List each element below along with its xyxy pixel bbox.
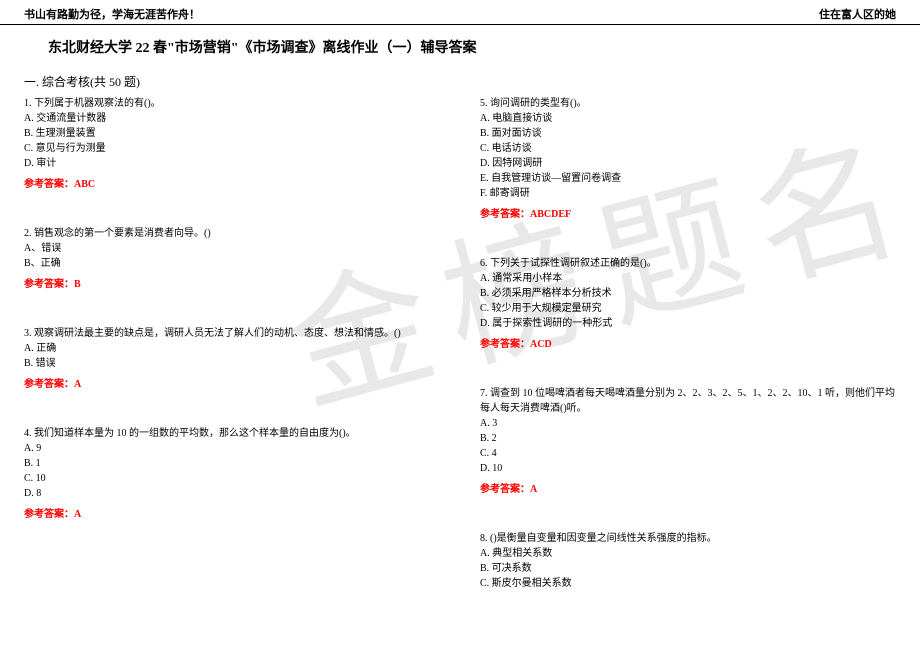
option: A. 典型相关系数	[480, 546, 896, 561]
answer-text: 参考答案：B	[24, 275, 440, 290]
answer-text: 参考答案：ABC	[24, 175, 440, 190]
question-block: 5. 询问调研的类型有()。 A. 电脑直接访谈 B. 面对面访谈 C. 电话访…	[480, 96, 896, 201]
question-block: 8. ()是衡量自变量和因变量之间线性关系强度的指标。 A. 典型相关系数 B.…	[480, 531, 896, 591]
option: B. 生理测量装置	[24, 126, 440, 141]
question-text: 1. 下列属于机器观察法的有()。	[24, 96, 440, 111]
option: A. 电脑直接访谈	[480, 111, 896, 126]
option: B. 面对面访谈	[480, 126, 896, 141]
option: D. 审计	[24, 156, 440, 171]
option: D. 因特网调研	[480, 156, 896, 171]
option: B. 2	[480, 431, 896, 446]
question-block: 1. 下列属于机器观察法的有()。 A. 交通流量计数器 B. 生理测量装置 C…	[24, 96, 440, 171]
question-text: 6. 下列关于试探性调研叙述正确的是()。	[480, 256, 896, 271]
option: A. 正确	[24, 341, 440, 356]
option: A. 9	[24, 441, 440, 456]
answer-text: 参考答案：A	[480, 480, 896, 495]
option: C. 意见与行为测量	[24, 141, 440, 156]
answer-text: 参考答案：ACD	[480, 335, 896, 350]
section-title: 一. 综合考核(共 50 题)	[0, 67, 920, 96]
option: B. 1	[24, 456, 440, 471]
option: D. 10	[480, 461, 896, 476]
left-column: 1. 下列属于机器观察法的有()。 A. 交通流量计数器 B. 生理测量装置 C…	[24, 96, 460, 595]
answer-text: 参考答案：A	[24, 375, 440, 390]
option: A. 交通流量计数器	[24, 111, 440, 126]
answer-text: 参考答案：A	[24, 505, 440, 520]
columns-container: 1. 下列属于机器观察法的有()。 A. 交通流量计数器 B. 生理测量装置 C…	[0, 96, 920, 595]
option: C. 斯皮尔曼相关系数	[480, 576, 896, 591]
question-block: 7. 调查到 10 位喝啤酒者每天喝啤酒量分别为 2、2、3、2、5、1、2、2…	[480, 386, 896, 476]
page-header: 书山有路勤为径，学海无涯苦作舟！ 住在富人区的她	[0, 0, 920, 25]
option: B. 可决系数	[480, 561, 896, 576]
option: A. 通常采用小样本	[480, 271, 896, 286]
option: F. 邮寄调研	[480, 186, 896, 201]
question-text: 4. 我们知道样本量为 10 的一组数的平均数，那么这个样本量的自由度为()。	[24, 426, 440, 441]
option: C. 10	[24, 471, 440, 486]
question-block: 4. 我们知道样本量为 10 的一组数的平均数，那么这个样本量的自由度为()。 …	[24, 426, 440, 501]
question-block: 2. 销售观念的第一个要素是消费者向导。() A、错误 B、正确	[24, 226, 440, 271]
page-content: 书山有路勤为径，学海无涯苦作舟！ 住在富人区的她 东北财经大学 22 春"市场营…	[0, 0, 920, 595]
question-block: 3. 观察调研法最主要的缺点是，调研人员无法了解人们的动机、态度、想法和情感。(…	[24, 326, 440, 371]
option: D. 8	[24, 486, 440, 501]
header-right: 住在富人区的她	[819, 6, 896, 22]
question-text: 3. 观察调研法最主要的缺点是，调研人员无法了解人们的动机、态度、想法和情感。(…	[24, 326, 440, 341]
question-text: 2. 销售观念的第一个要素是消费者向导。()	[24, 226, 440, 241]
answer-text: 参考答案：ABCDEF	[480, 205, 896, 220]
question-text: 8. ()是衡量自变量和因变量之间线性关系强度的指标。	[480, 531, 896, 546]
header-left: 书山有路勤为径，学海无涯苦作舟！	[24, 6, 200, 22]
right-column: 5. 询问调研的类型有()。 A. 电脑直接访谈 B. 面对面访谈 C. 电话访…	[460, 96, 896, 595]
option: A、错误	[24, 241, 440, 256]
document-title: 东北财经大学 22 春"市场营销"《市场调查》离线作业（一）辅导答案	[0, 25, 920, 67]
option: C. 较少用于大规模定量研究	[480, 301, 896, 316]
option: E. 自我管理访谈—留置问卷调查	[480, 171, 896, 186]
option: B. 错误	[24, 356, 440, 371]
option: B. 必须采用严格样本分析技术	[480, 286, 896, 301]
question-text: 7. 调查到 10 位喝啤酒者每天喝啤酒量分别为 2、2、3、2、5、1、2、2…	[480, 386, 896, 416]
option: B、正确	[24, 256, 440, 271]
option: C. 电话访谈	[480, 141, 896, 156]
option: A. 3	[480, 416, 896, 431]
question-block: 6. 下列关于试探性调研叙述正确的是()。 A. 通常采用小样本 B. 必须采用…	[480, 256, 896, 331]
question-text: 5. 询问调研的类型有()。	[480, 96, 896, 111]
option: D. 属于探索性调研的一种形式	[480, 316, 896, 331]
option: C. 4	[480, 446, 896, 461]
